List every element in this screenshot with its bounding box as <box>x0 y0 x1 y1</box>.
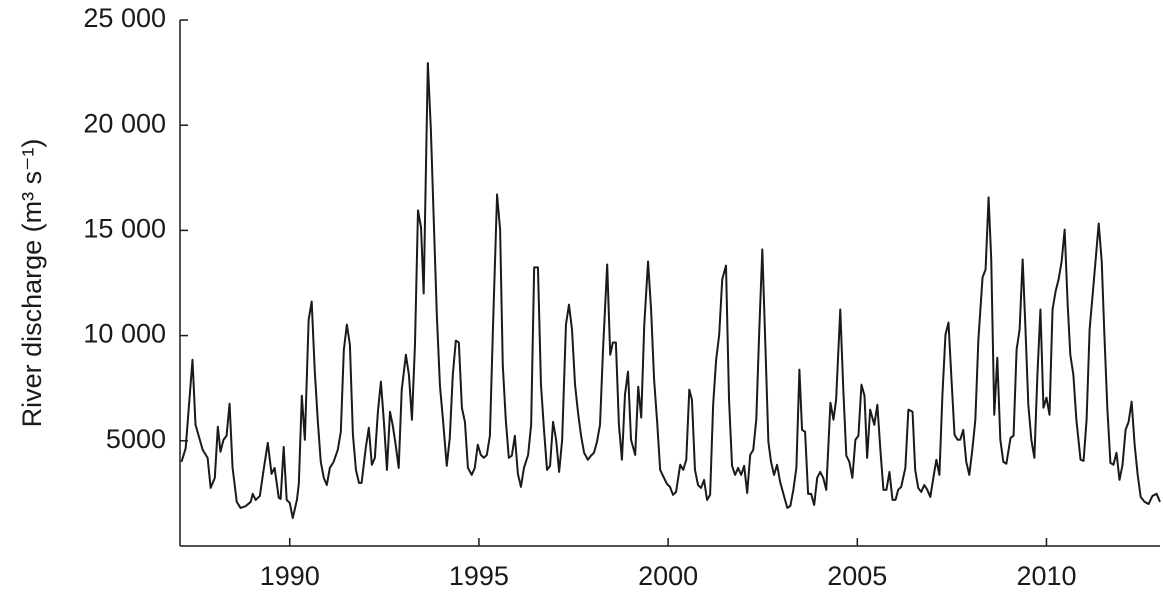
y-tick-label: 5000 <box>106 424 166 454</box>
y-tick-label: 15 000 <box>83 214 166 244</box>
x-tick-label: 2010 <box>1016 561 1076 591</box>
y-axis-title: River discharge (m³ s⁻¹) <box>17 139 47 428</box>
y-tick-label: 10 000 <box>83 319 166 349</box>
x-tick-label: 1990 <box>260 561 320 591</box>
line <box>180 62 1161 520</box>
y-tick-label: 20 000 <box>83 108 166 138</box>
x-tick-label: 2005 <box>827 561 887 591</box>
x-tick-label: 1995 <box>449 561 509 591</box>
x-tick-label: 2000 <box>638 561 698 591</box>
y-tick-label: 25 000 <box>83 3 166 33</box>
